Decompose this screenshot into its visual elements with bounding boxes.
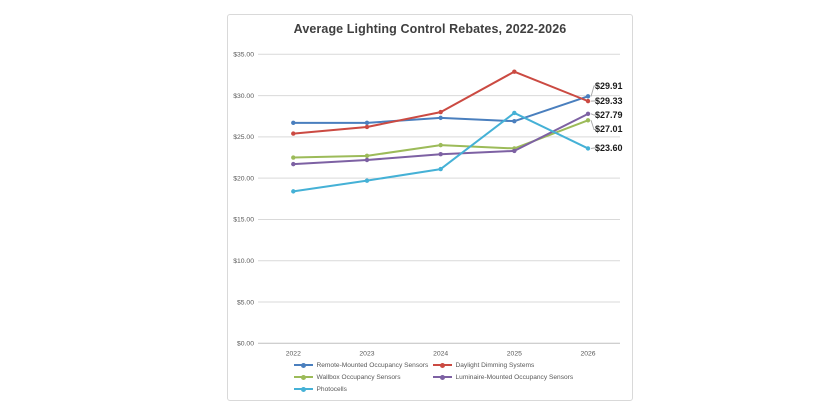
data-point-remote-mounted-occupancy-sensors: [364, 120, 370, 126]
y-tick-label: $5.00: [237, 299, 254, 306]
legend-label: Daylight Dimming Systems: [455, 361, 535, 369]
data-label-remote-mounted-occupancy-sensors: $29.91: [595, 80, 623, 91]
legend-label: Wallbox Occupancy Sensors: [316, 373, 401, 381]
data-point-luminaire-mounted-occupancy-sensors: [364, 157, 370, 163]
data-point-wallbox-occupancy-sensors: [364, 153, 370, 159]
leader-line: [590, 113, 597, 116]
data-point-remote-mounted-occupancy-sensors: [585, 94, 591, 99]
data-point-remote-mounted-occupancy-sensors: [291, 120, 296, 126]
data-point-remote-mounted-occupancy-sensors: [438, 115, 443, 121]
series-line-daylight-dimming-systems: [292, 70, 590, 135]
x-tick-label: 2024: [433, 351, 448, 358]
data-point-daylight-dimming-systems: [512, 69, 517, 74]
data-label-wallbox-occupancy-sensors: $27.01: [595, 124, 623, 134]
legend-line-marker-icon: [294, 386, 313, 392]
data-label-photocells: $23.60: [595, 142, 623, 153]
x-tick-label: 2025: [507, 351, 522, 358]
y-tick-label: $20.00: [233, 175, 254, 182]
data-point-photocells: [512, 110, 517, 116]
data-point-luminaire-mounted-occupancy-sensors: [291, 161, 296, 167]
legend-item-wallbox-occupancy-sensors: Wallbox Occupancy Sensors: [294, 372, 401, 382]
data-point-photocells: [438, 166, 443, 172]
data-point-wallbox-occupancy-sensors: [438, 142, 443, 148]
data-point-wallbox-occupancy-sensors: [291, 155, 296, 160]
data-point-daylight-dimming-systems: [291, 131, 296, 136]
data-point-luminaire-mounted-occupancy-sensors: [438, 152, 443, 157]
data-label-luminaire-mounted-occupancy-sensors: $27.79: [595, 109, 623, 120]
legend-item-daylight-dimming-systems: Daylight Dimming Systems: [433, 360, 534, 370]
data-point-daylight-dimming-systems: [364, 124, 370, 130]
data-point-photocells: [291, 189, 296, 194]
data-point-daylight-dimming-systems: [585, 98, 591, 104]
plot-area: $35.00 $30.00 $25.00 $20.00 $15.00 $10.00 $5.0…: [233, 52, 620, 358]
x-tick-label: 2026: [580, 351, 595, 358]
legend-label: Luminaire-Mounted Occupancy Sensors: [455, 373, 574, 381]
y-tick-label: $25.00: [233, 134, 254, 141]
data-label-daylight-dimming-systems: $29.33: [595, 95, 623, 106]
x-tick-label: 2022: [286, 351, 301, 358]
legend-item-photocells: Photocells: [294, 384, 347, 394]
data-point-photocells: [585, 146, 591, 151]
data-point-photocells: [364, 178, 370, 183]
legend-line-marker-icon: [294, 374, 313, 380]
x-tick-label: 2023: [359, 351, 374, 358]
data-point-wallbox-occupancy-sensors: [585, 118, 591, 123]
leader-line: [590, 85, 597, 97]
leader-line: [590, 120, 597, 130]
y-tick-label: $0.00: [237, 341, 254, 348]
legend-label: Remote-Mounted Occupancy Sensors: [316, 361, 429, 369]
y-tick-label: $30.00: [233, 93, 254, 100]
chart-object[interactable]: Average Lighting Control Rebates, 2022-2…: [227, 14, 633, 401]
legend-line-marker-icon: [433, 374, 452, 380]
legend-label: Photocells: [316, 385, 347, 393]
chart-title: Average Lighting Control Rebates, 2022-2…: [293, 22, 567, 36]
legend-item-luminaire-mounted-occupancy-sensors: Luminaire-Mounted Occupancy Sensors: [433, 372, 573, 382]
y-tick-label: $10.00: [233, 258, 254, 265]
legend-item-remote-mounted-occupancy-sensors: Remote-Mounted Occupancy Sensors: [294, 360, 428, 370]
data-point-luminaire-mounted-occupancy-sensors: [512, 148, 517, 154]
data-point-daylight-dimming-systems: [438, 109, 443, 115]
series-line-wallbox-occupancy-sensors: [292, 119, 590, 159]
y-tick-label: $35.00: [233, 52, 254, 59]
legend-line-marker-icon: [294, 362, 313, 368]
y-tick-label: $15.00: [233, 217, 254, 224]
data-point-luminaire-mounted-occupancy-sensors: [585, 111, 591, 117]
data-point-remote-mounted-occupancy-sensors: [512, 118, 517, 124]
legend-line-marker-icon: [433, 362, 452, 368]
